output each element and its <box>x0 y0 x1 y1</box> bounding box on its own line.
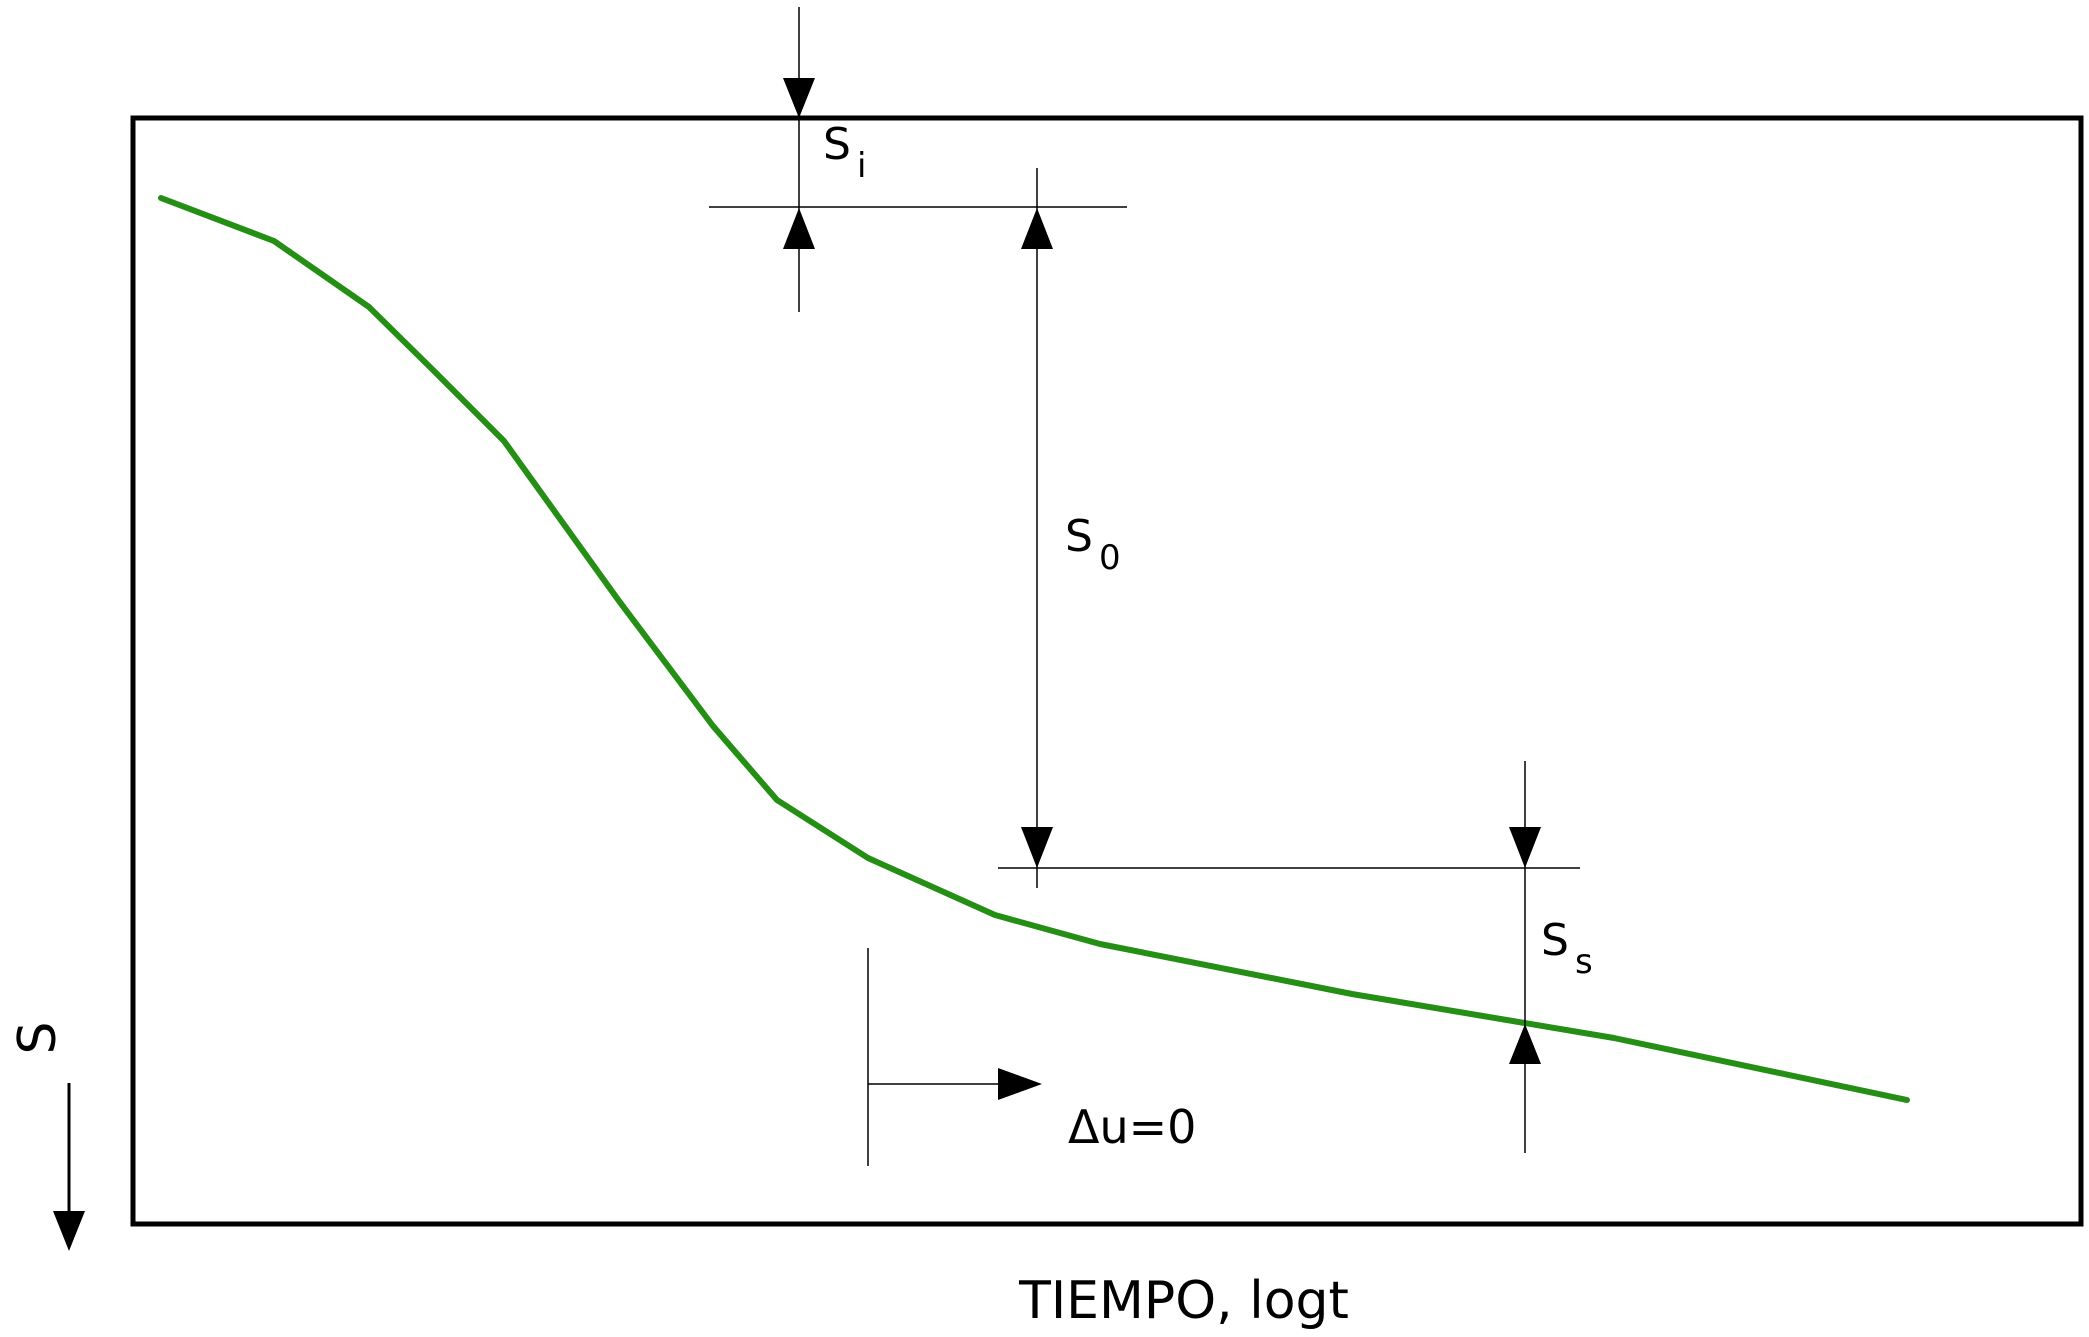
arrowhead <box>53 1211 85 1251</box>
arrowhead <box>1509 827 1541 868</box>
y-axis-title: S <box>8 1021 68 1054</box>
plot-frame <box>130 115 2084 1227</box>
label-delta-u: Δu=0 <box>1068 1100 1196 1154</box>
label-symbol: S <box>1065 511 1093 562</box>
label-symbol: S <box>1541 915 1569 966</box>
arrowhead <box>998 1068 1042 1100</box>
arrowhead <box>1509 1024 1541 1064</box>
label-subscript: i <box>857 146 866 186</box>
label-subscript: s <box>1575 942 1593 982</box>
label-symbol: S <box>823 119 851 170</box>
arrowhead <box>783 78 815 118</box>
arrowhead <box>783 208 815 249</box>
arrowhead <box>1021 827 1053 868</box>
label-subscript: 0 <box>1099 538 1121 578</box>
arrowhead <box>1021 208 1053 249</box>
x-axis-title: TIEMPO, logt <box>1018 1271 1349 1331</box>
settlement-curve <box>158 195 1910 1103</box>
